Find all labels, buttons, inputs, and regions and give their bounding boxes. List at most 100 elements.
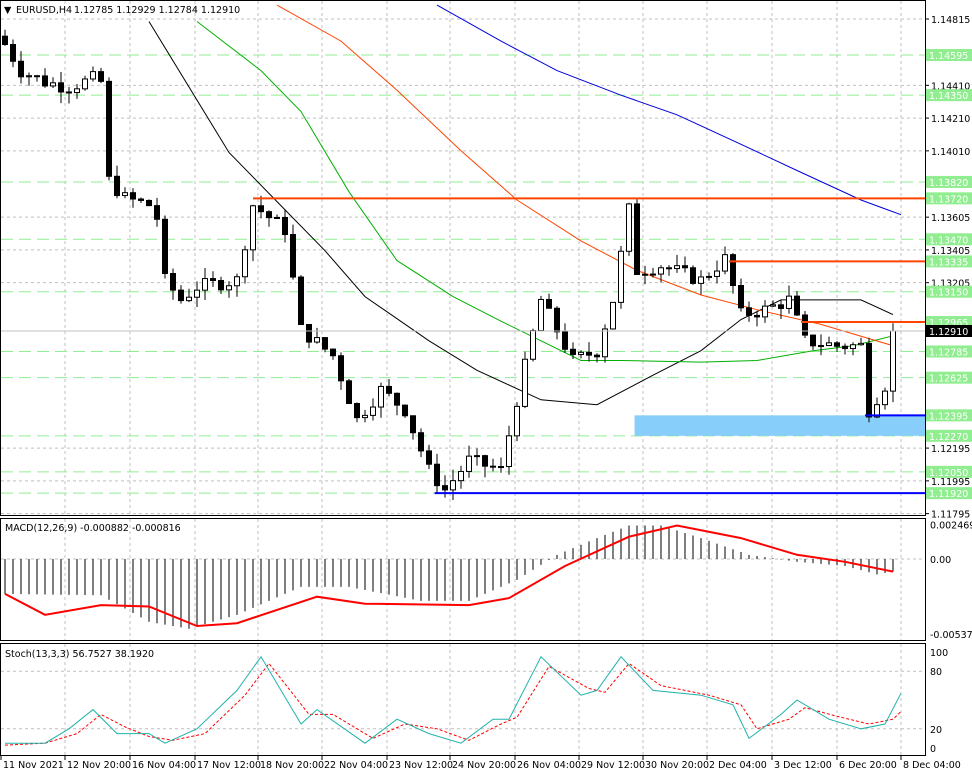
x-axis-label: 12 Nov 20:00 (67, 760, 131, 771)
candle-bearish (146, 199, 152, 207)
candle-bullish (722, 254, 728, 272)
candle-bullish (858, 342, 864, 346)
x-axis-label: 23 Nov 12:00 (389, 760, 453, 771)
current-price-badge (926, 325, 972, 337)
candle-bullish (882, 390, 888, 406)
price-tick-label: 1.11795 (931, 510, 970, 521)
price-tick-label: 1.13605 (931, 213, 970, 224)
stoch-panel (0, 643, 926, 756)
candle-bearish (298, 276, 304, 325)
candle-bullish (578, 351, 584, 355)
price-level-label: 1.13720 (929, 194, 968, 205)
candle-bearish (754, 314, 760, 318)
candle-bearish (330, 348, 336, 357)
price-tick-label: 1.13405 (931, 246, 970, 257)
candle-bearish (834, 342, 840, 347)
x-axis-label: 18 Nov 20:00 (260, 760, 324, 771)
candle-bullish (498, 466, 504, 469)
stoch-main-line (5, 655, 902, 744)
candle-bullish (826, 342, 832, 347)
candle-bearish (2, 35, 8, 46)
candle-bullish (250, 205, 256, 251)
stoch-signal-line (4, 662, 902, 746)
price-level-badge (926, 175, 972, 188)
moving-average-line (276, 4, 894, 347)
main-panel (0, 0, 926, 516)
current-price-label: 1.12910 (929, 327, 968, 338)
chart-title: EURUSD,H4 (16, 5, 72, 16)
x-axis-label: 16 Nov 04:00 (132, 760, 196, 771)
price-tick-label: 1.14010 (931, 147, 970, 158)
demand-zone (634, 415, 925, 436)
candle-bearish (682, 265, 688, 269)
candle-bearish (666, 267, 672, 270)
price-tick-label: 1.14815 (931, 15, 970, 26)
price-level-label: 1.13470 (929, 235, 968, 246)
price-tick-label: 1.12195 (931, 444, 970, 455)
candle-bearish (394, 392, 400, 406)
candle-bullish (770, 304, 776, 307)
macd-tick-label: -0.005374 (930, 630, 972, 641)
moving-average-line (436, 4, 902, 216)
price-level-badge (926, 315, 972, 328)
candle-bullish (370, 406, 376, 416)
price-level-label: 1.14350 (929, 91, 968, 102)
candle-bearish (842, 345, 848, 350)
x-axis-label: 8 Dec 04:00 (903, 760, 961, 771)
candle-bullish (618, 250, 624, 303)
macd-signal-line (4, 524, 894, 628)
stoch-tick-label: 20 (930, 725, 942, 736)
x-axis-label: 22 Nov 04:00 (324, 760, 388, 771)
candle-bearish (562, 331, 568, 350)
price-tick-label: 1.11995 (931, 477, 970, 488)
candle-bearish (810, 334, 816, 347)
candle-bullish (474, 455, 480, 458)
price-level-badge (926, 192, 972, 205)
candle-bearish (570, 348, 576, 355)
candle-bearish (170, 273, 176, 291)
moving-average-line (196, 21, 894, 363)
candle-bullish (274, 216, 280, 219)
x-axis-label: 29 Nov 12:00 (581, 760, 645, 771)
price-level-badge (926, 429, 972, 442)
candle-bullish (234, 276, 240, 287)
price-level-badge (926, 345, 972, 358)
chart-title-arrow: ▼ (4, 5, 12, 16)
candle-bearish (546, 298, 552, 309)
price-level-badge (926, 371, 972, 384)
candle-bearish (778, 304, 784, 309)
candle-bearish (410, 415, 416, 434)
candle-bullish (202, 278, 208, 291)
price-level-badge (926, 49, 972, 62)
price-level-badge (926, 255, 972, 268)
price-level-label: 1.13335 (929, 257, 968, 268)
candle-bullish (186, 296, 192, 302)
stoch-tick-label: 0 (930, 744, 936, 755)
candle-bullish (122, 192, 128, 197)
price-level-label: 1.13820 (929, 178, 968, 189)
candle-bearish (18, 60, 24, 78)
candle-bearish (594, 354, 600, 358)
candle-bearish (10, 44, 16, 62)
candle-bearish (690, 267, 696, 284)
price-tick-label: 1.13205 (931, 279, 970, 290)
candle-bullish (90, 71, 96, 80)
candle-bullish (714, 270, 720, 277)
price-level-badge (926, 233, 972, 246)
price-tick-label: 1.14410 (931, 81, 970, 92)
stoch-label: Stoch(13,3,3) 56.7527 38.1920 (5, 649, 154, 660)
candle-bullish (378, 385, 384, 408)
ohlc-readout: 1.12785 1.12929 1.12784 1.12910 (74, 5, 240, 16)
candle-bullish (194, 289, 200, 298)
candle-bullish (506, 435, 512, 468)
candle-bullish (82, 78, 88, 90)
candle-bearish (482, 455, 488, 467)
candle-bearish (554, 307, 560, 333)
candle-bullish (522, 358, 528, 407)
price-level-label: 1.12270 (929, 432, 968, 443)
candle-bearish (322, 337, 328, 350)
candle-bullish (530, 330, 536, 360)
candle-bearish (586, 351, 592, 356)
price-level-label: 1.12050 (929, 468, 968, 479)
